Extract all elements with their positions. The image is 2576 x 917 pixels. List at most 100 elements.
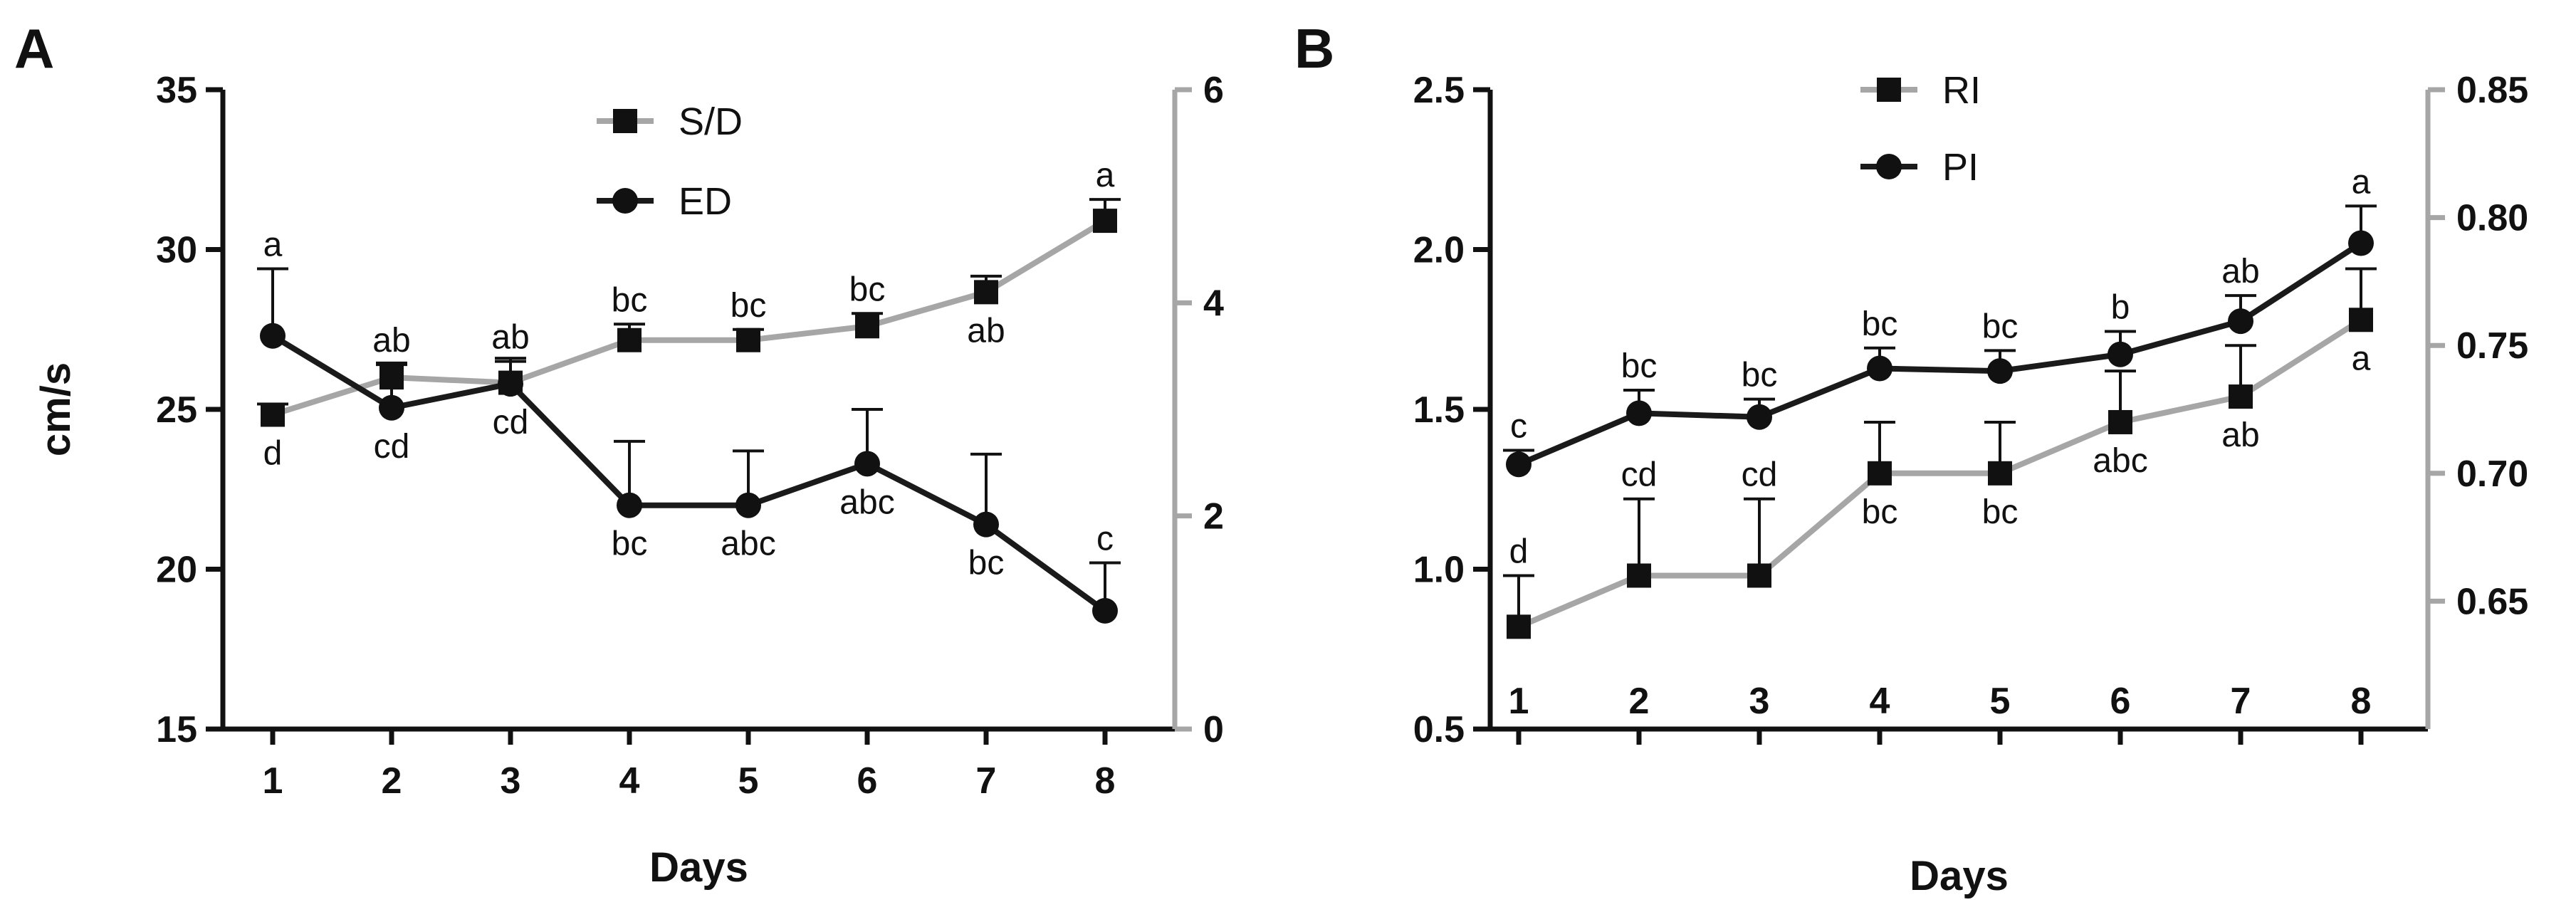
legend-marker — [1877, 78, 1901, 102]
series-line — [271, 333, 1107, 614]
legend-label: ED — [679, 180, 732, 223]
data-point — [2228, 308, 2253, 335]
significance-label: a — [2352, 163, 2371, 201]
data-point — [260, 323, 286, 349]
significance-label: bc — [612, 281, 648, 319]
left-axis-tick-label: 1.0 — [1413, 550, 1465, 591]
series-line — [271, 218, 1107, 418]
data-point — [854, 451, 880, 477]
right-axis-tick-label: 6 — [1203, 70, 1224, 111]
significance-label: d — [1509, 533, 1529, 570]
significance-label: a — [263, 226, 283, 263]
significance-label: bc — [612, 525, 648, 563]
chart-panel-b: B 0.5 1.0 1.5 2.0 2.5 1 2 3 4 5 6 7 8 0.65 0.70 0.75 0.80… — [1294, 17, 2528, 899]
data-point — [2108, 409, 2132, 434]
right-axis-tick-label: 0.70 — [2456, 454, 2528, 495]
series-pi: c bc bc bc bc b ab a — [1503, 163, 2377, 478]
y-axis-title: cm/s — [33, 362, 79, 456]
significance-label: ab — [967, 312, 1005, 350]
panel-letter: B — [1294, 17, 1334, 80]
right-axis-tick-label: 0.80 — [2456, 198, 2528, 239]
data-point — [1987, 358, 2013, 384]
significance-label: bc — [1862, 493, 1898, 531]
data-point — [1092, 597, 1118, 624]
right-axis-tick-label: 0.85 — [2456, 70, 2528, 111]
left-axis-tick-label: 30 — [156, 230, 197, 271]
x-axis-title: Days — [649, 844, 748, 891]
x-axis-tick-label: 6 — [857, 760, 878, 802]
x-axis-tick-label: 4 — [1870, 681, 1890, 722]
data-point — [1747, 404, 1772, 430]
data-point — [1093, 209, 1117, 234]
x-axis-tick-label: 3 — [1749, 681, 1770, 722]
data-point — [498, 371, 523, 397]
significance-label: c — [1510, 407, 1527, 445]
significance-label: ab — [2221, 416, 2259, 454]
panel-letter: A — [14, 17, 54, 80]
significance-label: bc — [1982, 493, 2019, 531]
significance-label: bc — [1982, 308, 2019, 345]
legend-marker — [1876, 154, 1902, 179]
x-axis-tick-label: 5 — [738, 760, 759, 802]
data-point — [2349, 308, 2373, 332]
x-axis-tick-label: 2 — [382, 760, 402, 802]
significance-label: bc — [968, 545, 1005, 582]
significance-label: a — [1096, 157, 1115, 194]
left-axis-tick-label: 2.5 — [1413, 70, 1465, 111]
significance-label: abc — [839, 483, 894, 521]
legend-label: S/D — [679, 100, 743, 143]
data-point — [736, 328, 760, 352]
data-point — [1868, 461, 1892, 486]
significance-label: ab — [372, 322, 410, 360]
data-point — [261, 402, 285, 427]
data-point — [379, 394, 404, 421]
right-axis-tick-label: 2 — [1203, 496, 1224, 538]
left-axis-tick-label: 15 — [156, 709, 197, 750]
left-axis-tick-label: 25 — [156, 389, 197, 431]
legend-marker — [612, 188, 638, 214]
x-axis-tick-label: 2 — [1629, 681, 1650, 722]
data-point — [2229, 384, 2253, 409]
left-axis-tick-label: 2.0 — [1413, 230, 1465, 271]
significance-label: bc — [849, 271, 886, 308]
significance-label: d — [263, 434, 283, 472]
data-point — [1507, 614, 1531, 639]
x-axis-tick-label: 6 — [2110, 681, 2131, 722]
significance-label: abc — [721, 525, 775, 563]
x-axis-tick-label: 1 — [263, 760, 283, 802]
legend-marker — [613, 109, 637, 133]
left-axis-tick-label: 0.5 — [1413, 709, 1465, 750]
data-point — [617, 328, 642, 352]
right-axis-tick-label: 0 — [1203, 709, 1224, 750]
legend: S/D ED — [597, 100, 743, 223]
significance-label: c — [1096, 520, 1114, 558]
significance-label: ab — [491, 319, 529, 357]
significance-label: cd — [374, 428, 410, 466]
series-line — [1517, 317, 2363, 630]
legend: RI PI — [1860, 69, 1981, 189]
left-axis-tick-label: 1.5 — [1413, 389, 1465, 431]
x-axis-title: Days — [1910, 853, 2009, 899]
x-axis-tick-label: 5 — [1990, 681, 2011, 722]
data-point — [2348, 230, 2374, 256]
series-line — [1517, 241, 2363, 467]
right-axis-tick-label: 0.65 — [2456, 581, 2528, 622]
data-point — [1988, 461, 2012, 486]
significance-label: bc — [1742, 357, 1778, 394]
data-point — [1747, 563, 1771, 588]
significance-label: a — [2352, 340, 2371, 377]
legend-label: RI — [1942, 69, 1981, 112]
x-axis-tick-label: 3 — [501, 760, 521, 802]
right-axis-tick-label: 4 — [1203, 283, 1224, 324]
right-axis-tick-label: 0.75 — [2456, 325, 2528, 367]
data-point — [1506, 451, 1532, 478]
significance-label: bc — [1862, 305, 1898, 343]
significance-label: bc — [731, 287, 767, 325]
data-point — [617, 492, 642, 518]
data-point — [974, 280, 998, 305]
significance-label: ab — [2221, 253, 2259, 290]
significance-label: b — [2111, 288, 2130, 326]
x-axis-tick-label: 1 — [1509, 681, 1529, 722]
